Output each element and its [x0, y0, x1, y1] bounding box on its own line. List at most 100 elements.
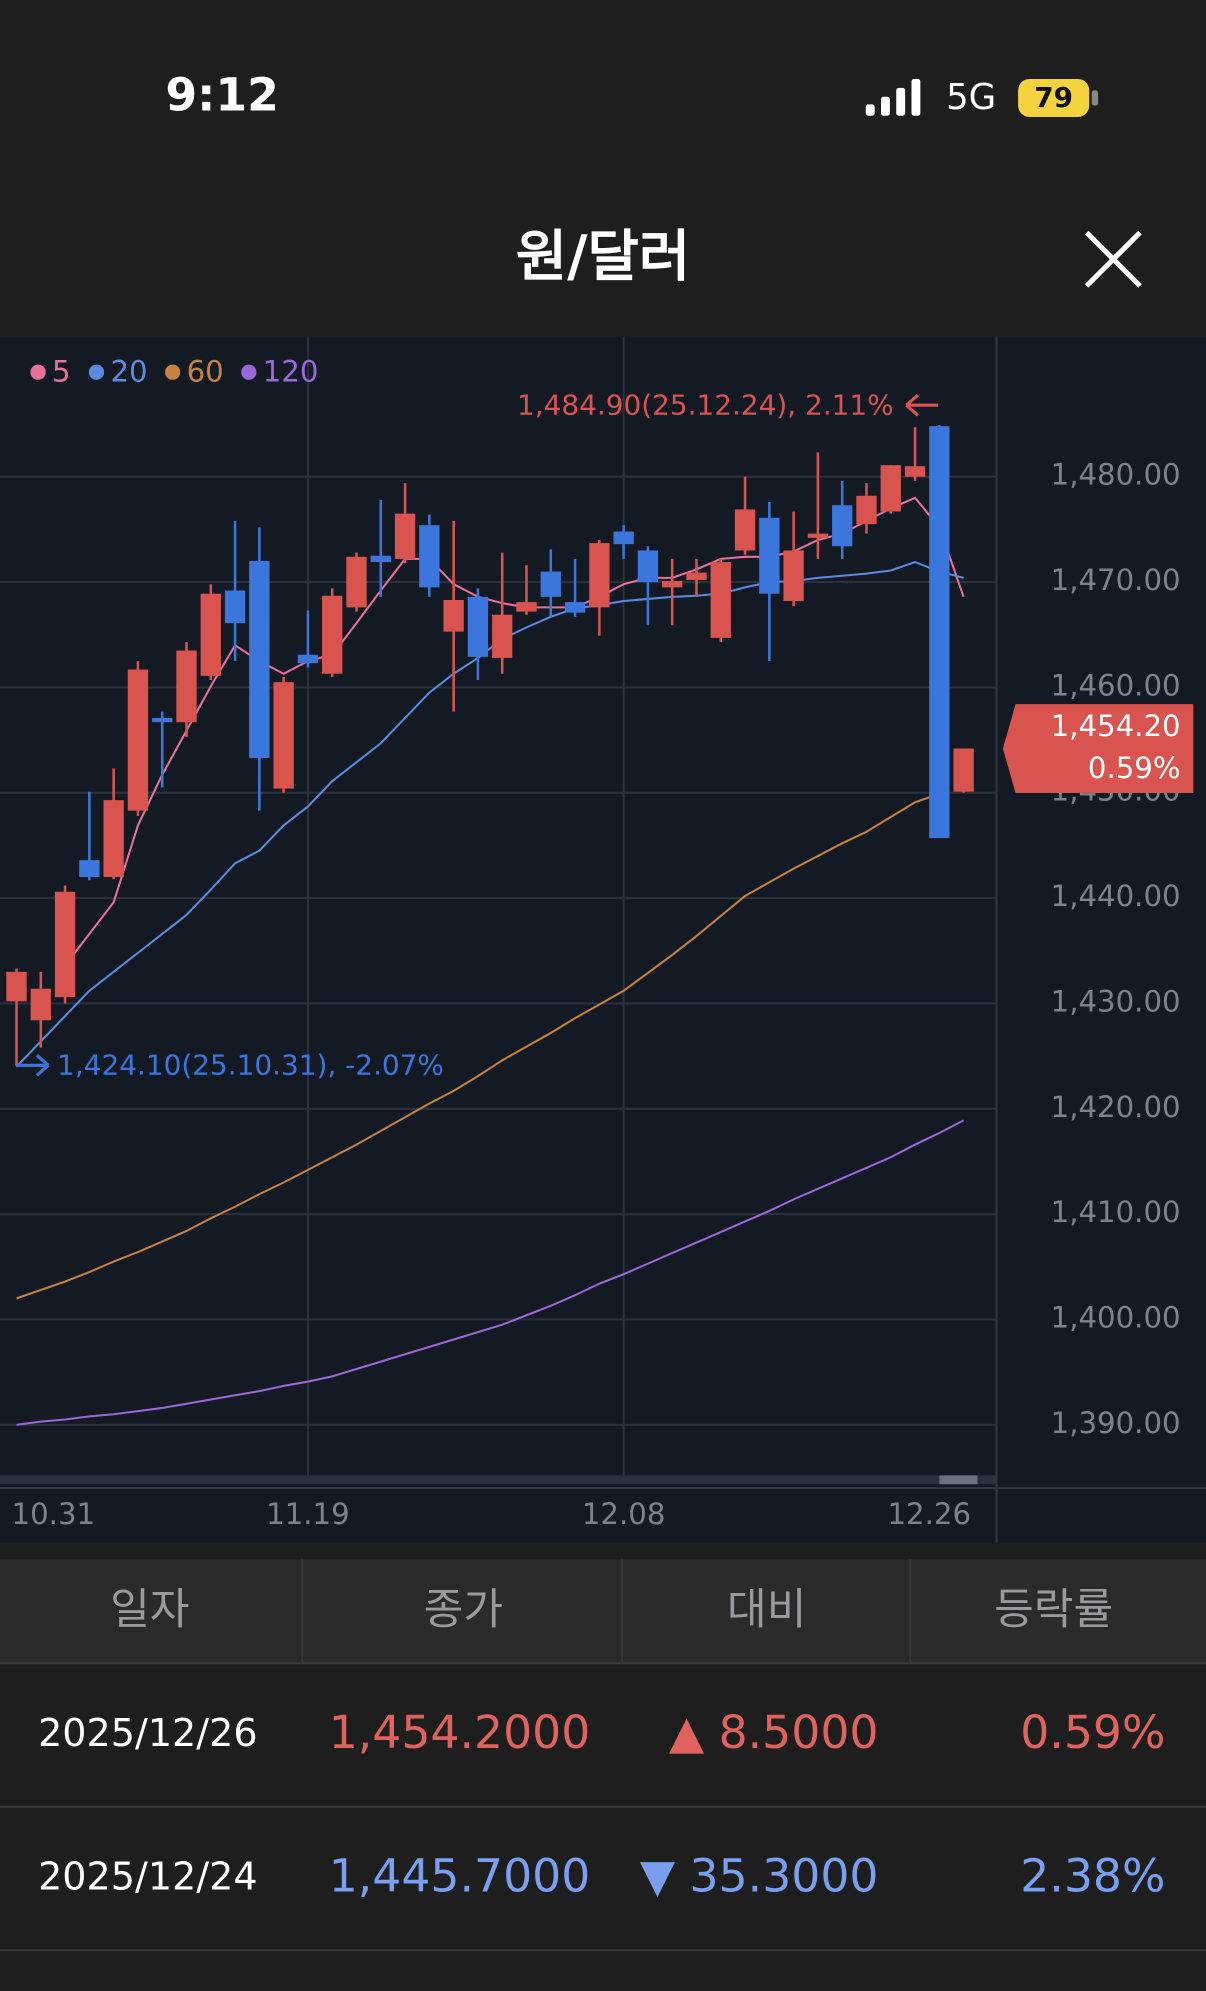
x-tick-label: 10.31	[12, 1497, 96, 1531]
page-title: 원/달러	[516, 225, 691, 290]
row-rate: 2.38%	[1020, 1850, 1165, 1903]
candle-body	[613, 531, 634, 545]
status-time: 9:12	[165, 68, 279, 121]
x-tick-label: 12.08	[582, 1497, 666, 1531]
candle-body	[79, 860, 100, 878]
candle-body	[564, 602, 586, 613]
candle-body	[322, 595, 343, 674]
battery-level: 79	[1034, 81, 1073, 114]
network-type: 5G	[946, 77, 996, 118]
scroll-thumb[interactable]	[939, 1475, 978, 1485]
legend-label: 20	[110, 354, 147, 388]
candle-body	[273, 682, 294, 789]
candle-body	[6, 971, 27, 1002]
ma-line	[15, 560, 964, 1068]
candle-body	[127, 669, 149, 811]
candle-body	[637, 550, 659, 583]
x-tick-label: 12.26	[887, 1497, 971, 1531]
top-bar-bg	[0, 0, 1206, 337]
candle-body	[176, 650, 197, 723]
row-change: ▼ 35.3000	[640, 1850, 879, 1903]
y-tick-label: 1,460.00	[1051, 668, 1181, 702]
scroll-track	[0, 1475, 997, 1485]
column-header: 등락률	[994, 1585, 1113, 1635]
column-header: 대비	[727, 1585, 806, 1635]
legend-dot	[241, 364, 257, 380]
price-tag	[1002, 704, 1194, 793]
candle-body	[103, 800, 124, 878]
candle-body	[807, 533, 829, 538]
price-tag-change: 0.59%	[1088, 751, 1181, 785]
row-rate: 0.59%	[1020, 1706, 1165, 1759]
legend-dot	[30, 364, 46, 380]
y-tick-label: 1,420.00	[1051, 1090, 1181, 1124]
candle-body	[832, 505, 853, 547]
candle-body	[734, 509, 756, 551]
candle-body	[467, 596, 489, 657]
max-annotation: 1,484.90(25.12.24), 2.11%	[517, 388, 894, 421]
candle-body	[516, 602, 537, 612]
chart-bg	[0, 336, 1206, 1543]
y-tick-label: 1,470.00	[1051, 563, 1181, 597]
y-tick-label: 1,440.00	[1051, 879, 1181, 913]
table-header-bg	[0, 1559, 1206, 1664]
legend-dot	[165, 364, 181, 380]
candle-body	[856, 495, 877, 525]
min-annotation: 1,424.10(25.10.31), -2.07%	[57, 1049, 444, 1082]
battery-icon	[1018, 78, 1090, 118]
table: 일자 종가 대비 등락률 2025/12/26 1,454.2000 ▲ 8.5000 0.5…	[38, 1585, 1165, 1903]
candle-body	[710, 562, 731, 638]
legend-label: 120	[263, 354, 319, 388]
close-button[interactable]	[1084, 230, 1142, 288]
candle-body	[589, 543, 610, 608]
candle-body	[492, 614, 513, 658]
candle-body	[443, 599, 464, 632]
y-tick-label: 1,390.00	[1051, 1406, 1181, 1440]
candle-body	[953, 748, 974, 792]
candle-body	[540, 571, 561, 597]
y-tick-label: 1,430.00	[1051, 984, 1181, 1018]
candle-body	[346, 556, 367, 608]
candle-body	[904, 466, 926, 477]
candle-body	[783, 550, 804, 602]
candle-body	[662, 581, 683, 588]
row-close: 1,445.7000	[329, 1850, 591, 1903]
row-date: 2025/12/24	[38, 1855, 257, 1899]
ma-line	[16, 792, 940, 1300]
max-arrow	[905, 393, 939, 417]
row-date: 2025/12/26	[38, 1711, 257, 1755]
candle-body	[880, 465, 901, 512]
table-dividers	[0, 1559, 1206, 1952]
candle-body	[54, 891, 76, 998]
row-change: ▲ 8.5000	[669, 1706, 879, 1759]
y-tick-label: 1,480.00	[1051, 458, 1181, 492]
candle-body	[370, 555, 391, 563]
signal-icon	[865, 78, 921, 116]
candle-body	[152, 717, 173, 723]
candle-body	[249, 561, 270, 759]
candle-body	[200, 593, 221, 676]
y-tick-label: 1,410.00	[1051, 1195, 1181, 1229]
candle-body	[224, 590, 246, 624]
legend-label: 60	[187, 354, 224, 388]
column-header: 종가	[424, 1585, 503, 1635]
candle-body	[686, 572, 707, 580]
candle-body	[759, 517, 780, 594]
candle-body	[929, 426, 950, 839]
price-tag-value: 1,454.20	[1051, 709, 1181, 743]
ma-line	[16, 1119, 965, 1426]
y-tick-label: 1,400.00	[1051, 1300, 1181, 1334]
column-header: 일자	[110, 1585, 189, 1635]
legend-label: 5	[52, 354, 71, 388]
candle-body	[419, 525, 440, 588]
ma-line	[64, 496, 965, 967]
candle-body	[30, 988, 51, 1021]
x-tick-label: 11.19	[266, 1497, 350, 1531]
legend-dot	[88, 364, 105, 380]
row-close: 1,454.2000	[329, 1706, 591, 1759]
candle-body	[394, 513, 416, 559]
candle-body	[297, 654, 319, 664]
battery-tip	[1091, 90, 1099, 106]
